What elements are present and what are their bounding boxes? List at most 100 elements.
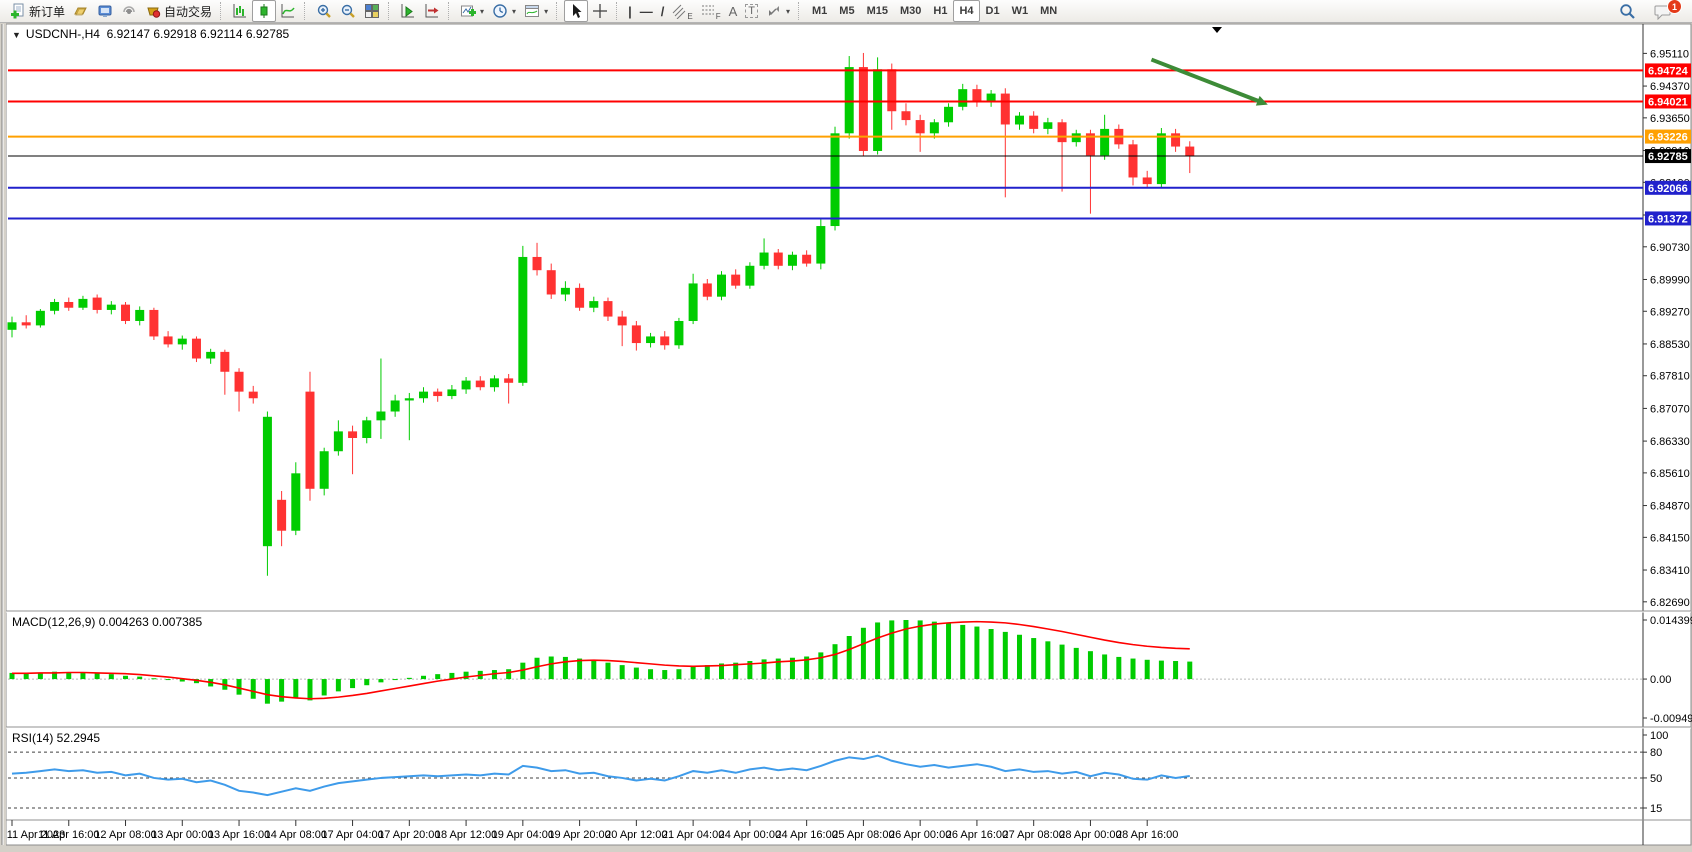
toolbar-separator	[448, 2, 452, 20]
svg-text:6.94724: 6.94724	[1648, 65, 1689, 77]
terminal-button[interactable]	[93, 0, 117, 22]
toolbar-separator	[304, 2, 308, 20]
arrows-icon	[766, 3, 782, 19]
arrows-dropdown-icon[interactable]: ▾	[785, 6, 790, 16]
cursor-button[interactable]	[564, 0, 589, 22]
timeframe-mn[interactable]: MN	[1040, 5, 1058, 17]
timeframe-m5[interactable]: M5	[839, 5, 855, 17]
indicators-dropdown-icon[interactable]: ▾	[480, 6, 485, 16]
svg-text:6.89270: 6.89270	[1650, 306, 1690, 318]
chart-title: ▼ USDCNH-,H4 6.92147 6.92918 6.92114 6.92…	[12, 27, 289, 41]
svg-text:19 Apr 20:00: 19 Apr 20:00	[548, 829, 610, 841]
macd-label: MACD(12,26,9) 0.004263 0.007385	[12, 615, 203, 629]
svg-text:26 Apr 16:00: 26 Apr 16:00	[946, 829, 1008, 841]
horizontal-line-button[interactable]: —	[636, 0, 657, 22]
zoom-in-button[interactable]	[312, 0, 336, 22]
timeframe-d1[interactable]: D1	[985, 5, 1000, 17]
svg-text:6.84870: 6.84870	[1650, 501, 1690, 513]
autotrading-label: 自动交易	[164, 4, 213, 19]
svg-text:0.00: 0.00	[1650, 674, 1671, 686]
svg-text:80: 80	[1650, 747, 1662, 759]
svg-text:13 Apr 16:00: 13 Apr 16:00	[208, 829, 270, 841]
svg-text:12 Apr 08:00: 12 Apr 08:00	[94, 829, 156, 841]
text-button[interactable]: A	[725, 0, 742, 22]
auto-scroll-icon	[400, 3, 416, 19]
arrows-button[interactable]: ▾	[762, 0, 794, 22]
toolbar-separator	[388, 2, 392, 20]
svg-text:6.94021: 6.94021	[1648, 96, 1688, 108]
svg-text:24 Apr 00:00: 24 Apr 00:00	[719, 829, 781, 841]
svg-text:6.92066: 6.92066	[1648, 183, 1688, 195]
terminal-icon	[97, 3, 113, 19]
collapse-icon[interactable]: ▼	[12, 30, 21, 40]
chart-shift-button[interactable]	[420, 0, 444, 22]
templates-dropdown-icon[interactable]: ▾	[544, 6, 549, 16]
search-button[interactable]	[1615, 0, 1640, 22]
svg-text:6.82690: 6.82690	[1650, 597, 1690, 609]
svg-text:0.014399: 0.014399	[1650, 615, 1692, 627]
signals-button[interactable]	[117, 0, 141, 22]
periods-dropdown-icon[interactable]: ▾	[512, 6, 517, 16]
autotrading-button[interactable]: 自动交易	[141, 0, 216, 22]
channel-icon	[672, 3, 686, 19]
line-chart-icon	[280, 3, 296, 19]
fibonacci-button[interactable]: F	[697, 0, 725, 22]
svg-text:21 Apr 04:00: 21 Apr 04:00	[662, 829, 724, 841]
candlestick-icon	[256, 3, 272, 19]
timeframe-h4[interactable]: H4	[953, 0, 980, 22]
line-chart-button[interactable]	[276, 0, 300, 22]
bar-chart-icon	[232, 3, 248, 19]
text-label-button[interactable]: T	[741, 0, 762, 22]
svg-text:25 Apr 08:00: 25 Apr 08:00	[832, 829, 894, 841]
svg-text:17 Apr 04:00: 17 Apr 04:00	[321, 829, 383, 841]
tile-windows-icon	[364, 3, 380, 19]
toolbar-separator	[616, 2, 620, 20]
timeframe-m30[interactable]: M30	[899, 5, 922, 17]
chat-button[interactable]: 1	[1650, 0, 1682, 22]
candlestick-button[interactable]	[252, 0, 277, 22]
fibonacci-icon	[701, 3, 715, 19]
horizontal-line-icon: —	[639, 3, 653, 19]
svg-text:6.93226: 6.93226	[1648, 132, 1688, 144]
vertical-line-button[interactable]: |	[624, 0, 636, 22]
trendline-button[interactable]: /	[657, 0, 669, 22]
toolbar-right: 1	[1615, 0, 1682, 22]
svg-text:13 Apr 00:00: 13 Apr 00:00	[151, 829, 213, 841]
tile-windows-button[interactable]	[360, 0, 384, 22]
channel-button[interactable]: E	[668, 0, 696, 22]
bar-chart-button[interactable]	[228, 0, 252, 22]
svg-text:6.83410: 6.83410	[1650, 565, 1690, 577]
vertical-line-icon: |	[628, 3, 632, 19]
auto-scroll-button[interactable]	[396, 0, 420, 22]
timeframe-w1[interactable]: W1	[1011, 5, 1029, 17]
svg-text:15: 15	[1650, 803, 1662, 815]
svg-text:6.84150: 6.84150	[1650, 532, 1690, 544]
indicators-button[interactable]: ▾	[456, 0, 488, 22]
search-icon	[1619, 3, 1636, 20]
toolbar: 新订单 自动交易 ▾ ▾	[0, 0, 1692, 23]
timeframe-m1[interactable]: M1	[812, 5, 828, 17]
crosshair-button[interactable]	[588, 0, 612, 22]
templates-button[interactable]: ▾	[520, 0, 552, 22]
market-watch-icon	[73, 3, 89, 19]
svg-text:6.91372: 6.91372	[1648, 213, 1688, 225]
zoom-out-icon	[340, 3, 356, 19]
svg-text:50: 50	[1650, 773, 1662, 785]
zoom-out-button[interactable]	[336, 0, 360, 22]
svg-text:26 Apr 00:00: 26 Apr 00:00	[889, 829, 951, 841]
timeframe-m15[interactable]: M15	[866, 5, 888, 17]
new-order-label: 新订单	[29, 4, 66, 19]
svg-text:6.92785: 6.92785	[1648, 151, 1688, 163]
new-order-button[interactable]: 新订单	[6, 0, 69, 22]
periods-button[interactable]: ▾	[488, 0, 520, 22]
svg-text:6.88530: 6.88530	[1650, 339, 1690, 351]
templates-icon	[524, 3, 540, 19]
svg-text:20 Apr 12:00: 20 Apr 12:00	[605, 829, 667, 841]
market-watch-button[interactable]	[69, 0, 93, 22]
timeframe-h1[interactable]: H1	[933, 5, 948, 17]
svg-text:6.87070: 6.87070	[1650, 403, 1690, 415]
trendline-icon: /	[660, 3, 665, 19]
signals-icon	[121, 3, 137, 19]
